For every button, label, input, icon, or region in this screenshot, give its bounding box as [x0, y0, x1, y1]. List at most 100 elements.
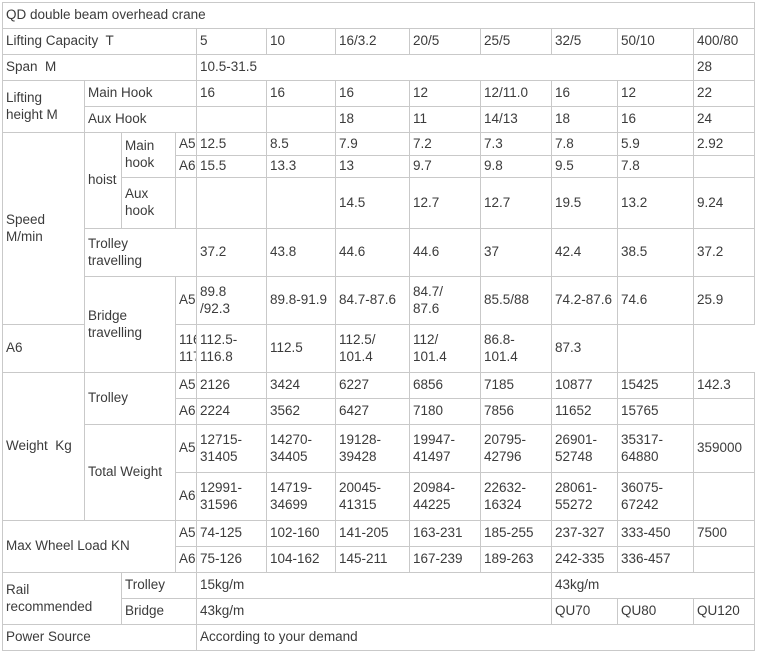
row-label-max-wheel-load: Max Wheel Load KN: [2, 520, 176, 573]
rail-bridge-qu-cell: QU70: [551, 598, 618, 625]
grade-label-a5: A5: [175, 424, 197, 473]
bridge-a6-cell: 86.8- 101.4: [480, 324, 552, 373]
rail-bridge-qu-cell: QU80: [617, 598, 694, 625]
row-label-rail: Rail recommended: [2, 572, 122, 625]
trolley-travelling-cell: 37.2: [196, 228, 267, 277]
total-weight-a6-cell: 12991- 31596: [196, 472, 267, 521]
hoist-main-a6-cell: 13.3: [266, 155, 336, 178]
main-hook-cell: 12/11.0: [480, 80, 552, 107]
max-wheel-a5-cell: 141-205: [335, 520, 410, 547]
grade-label-a6: A6: [175, 155, 197, 178]
span-row: Span M 10.5-31.5 28: [2, 54, 756, 81]
total-weight-a5-cell: 20795- 42796: [480, 424, 552, 473]
grade-label-a5: A5: [175, 372, 197, 399]
hoist-main-a6-cell: 9.7: [409, 155, 481, 178]
hoist-main-a6-cell: 7.8: [617, 155, 694, 178]
max-wheel-a6-row: A6 75-126 104-162 145-211 167-239 189-26…: [3, 546, 756, 573]
hoist-main-a6-row: A6 15.5 13.3 13 9.7 9.8 9.5 7.8: [3, 155, 756, 178]
row-label-hoist: hoist: [84, 132, 122, 229]
rail-trolley-left-cell: 15kg/m: [196, 572, 552, 599]
span-main-cell: 10.5-31.5: [196, 54, 694, 81]
bridge-a5-cell: 84.7-87.6: [335, 276, 410, 325]
weight-trolley-a5-cell: 6856: [409, 372, 481, 399]
max-wheel-a5-cell: 185-255: [480, 520, 552, 547]
total-weight-a6-cell: 20045- 41315: [335, 472, 410, 521]
hoist-main-a5-cell: 5.9: [617, 132, 694, 156]
max-wheel-a5-cell: 333-450: [617, 520, 694, 547]
hoist-main-a5-cell: 7.9: [335, 132, 410, 156]
aux-hook-cell: 11: [409, 106, 481, 133]
trolley-travelling-cell: 44.6: [409, 228, 481, 277]
hoist-main-a6-cell: 9.8: [480, 155, 552, 178]
weight-trolley-a6-cell: [692, 398, 756, 425]
capacity-value-cell: 20/5: [409, 28, 481, 55]
main-hook-cell: 12: [409, 80, 481, 107]
total-weight-a5-cell: 14270- 34405: [266, 424, 336, 473]
bridge-a5-cell: 25.9: [692, 276, 756, 325]
power-source-value-cell: According to your demand: [195, 624, 756, 651]
max-wheel-a6-cell: [692, 546, 756, 573]
table-title: QD double beam overhead crane: [1, 2, 756, 29]
grade-label-a6: A6: [175, 398, 197, 425]
main-hook-cell: 16: [266, 80, 336, 107]
max-wheel-a6-cell: 75-126: [196, 546, 267, 573]
capacity-value-cell: 25/5: [480, 28, 552, 55]
max-wheel-a5-cell: 237-327: [551, 520, 618, 547]
bridge-a6-cell: 112.5- 116.8: [196, 324, 267, 373]
max-wheel-a5-cell: 7500: [692, 520, 756, 547]
grade-label-a5: A5: [175, 520, 197, 547]
hoist-aux-cell: 12.7: [480, 177, 552, 229]
total-weight-a6-cell: [692, 472, 756, 521]
capacity-value-cell: 32/5: [551, 28, 618, 55]
trolley-travelling-cell: 38.5: [617, 228, 694, 277]
aux-hook-cell: 14/13: [480, 106, 552, 133]
weight-trolley-a5-cell: 3424: [266, 372, 336, 399]
bridge-a5-cell: 85.5/88: [480, 276, 552, 325]
hoist-aux-row: Aux hook 14.5 12.7 12.7 19.5 13.2 9.24: [3, 177, 756, 229]
main-hook-cell: 12: [617, 80, 694, 107]
total-weight-a5-cell: 19947- 41497: [409, 424, 481, 473]
total-weight-a6-cell: 14719- 34699: [266, 472, 336, 521]
aux-hook-cell: 18: [335, 106, 410, 133]
row-label-speed: Speed M/min: [2, 132, 85, 325]
bridge-a6-cell: 116.2/ 117.4: [175, 324, 197, 373]
grade-label-a5: A5: [175, 132, 197, 156]
max-wheel-a5-cell: 102-160: [266, 520, 336, 547]
total-weight-a6-cell: 36075- 67242: [617, 472, 694, 521]
grade-label-a5: A5: [175, 276, 197, 325]
weight-trolley-a6-cell: 11652: [551, 398, 618, 425]
bridge-a5-cell: 89.8-91.9: [266, 276, 336, 325]
total-weight-a5-cell: 12715- 31405: [196, 424, 267, 473]
weight-trolley-a6-cell: 15765: [617, 398, 694, 425]
total-weight-a5-cell: 19128- 39428: [335, 424, 410, 473]
weight-trolley-a5-cell: 142.3: [692, 372, 756, 399]
row-label-weight-trolley: Trolley: [84, 372, 176, 425]
weight-trolley-a5-cell: 7185: [480, 372, 552, 399]
row-label-total-weight: Total Weight: [84, 424, 176, 521]
aux-hook-cell: [196, 106, 267, 133]
trolley-travelling-cell: 43.8: [266, 228, 336, 277]
rail-bridge-left-cell: 43kg/m: [196, 598, 552, 625]
capacity-value-cell: 10: [266, 28, 336, 55]
rail-bridge-row: Bridge 43kg/m QU70 QU80 QU120: [3, 598, 756, 625]
hoist-aux-cell: 19.5: [551, 177, 618, 229]
power-source-row: Power Source According to your demand: [2, 624, 756, 651]
grade-label-a6: A6: [175, 546, 197, 573]
max-wheel-a6-cell: 189-263: [480, 546, 552, 573]
row-label-main-hook: Main Hook: [84, 80, 197, 107]
total-weight-a5-cell: 26901- 52748: [551, 424, 618, 473]
total-weight-a6-row: A6 12991- 31596 14719- 34699 20045- 4131…: [3, 472, 756, 521]
capacity-value-cell: 5: [196, 28, 267, 55]
weight-trolley-a5-cell: 15425: [617, 372, 694, 399]
max-wheel-a5-row: Max Wheel Load KN A5 74-125 102-160 141-…: [2, 520, 756, 573]
trolley-travelling-cell: 42.4: [551, 228, 618, 277]
capacity-value-cell: 16/3.2: [335, 28, 410, 55]
hoist-main-a5-cell: 7.3: [480, 132, 552, 156]
aux-hook-cell: 24: [692, 106, 756, 133]
hoist-aux-cell: [266, 177, 336, 229]
row-label-span: Span M: [2, 54, 197, 81]
row-label-power-source: Power Source: [2, 624, 197, 651]
row-label-bridge-travelling: Bridge travelling: [84, 276, 176, 373]
weight-trolley-a5-cell: 6227: [335, 372, 410, 399]
